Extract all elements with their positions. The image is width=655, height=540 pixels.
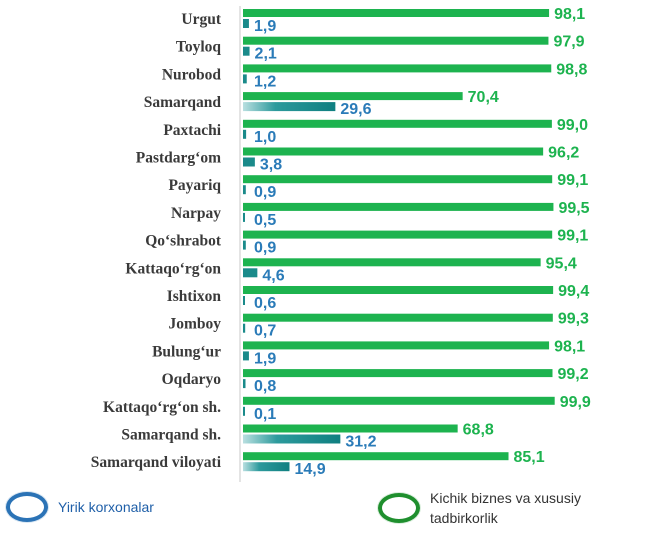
blue-ring-icon bbox=[6, 492, 48, 522]
category-label: Urgut bbox=[181, 11, 221, 28]
legend-label-yirik: Yirik korxonalar bbox=[58, 499, 154, 515]
bar-green bbox=[243, 147, 544, 156]
category-label: Payariq bbox=[168, 177, 221, 194]
legend-label-kichik-line-2: tadbirkorlik bbox=[430, 510, 498, 526]
bar-blue bbox=[243, 379, 246, 389]
category-label: Samarqand sh. bbox=[121, 427, 221, 444]
bar-blue bbox=[243, 46, 250, 56]
bar-blue bbox=[243, 129, 247, 139]
value-label-green: 99,0 bbox=[557, 117, 588, 134]
value-label-blue: 1,2 bbox=[254, 73, 276, 90]
legend-item-kichik: Kichik biznes va xususiy tadbirkorlik bbox=[378, 488, 630, 528]
value-label-green: 95,4 bbox=[546, 255, 577, 272]
value-label-green: 98,1 bbox=[554, 6, 585, 23]
bar-green bbox=[243, 64, 552, 73]
bar-blue bbox=[243, 462, 290, 472]
category-label: Qo‘shrabot bbox=[145, 233, 222, 250]
bar-blue bbox=[243, 268, 258, 278]
bar-blue bbox=[243, 212, 245, 222]
category-label: Jomboy bbox=[168, 316, 221, 333]
value-label-blue: 3,8 bbox=[260, 157, 282, 174]
category-label: Samarqand bbox=[144, 94, 222, 111]
value-label-green: 99,9 bbox=[560, 394, 591, 411]
value-label-blue: 31,2 bbox=[345, 434, 376, 451]
value-label-green: 98,8 bbox=[556, 61, 587, 78]
value-label-blue: 0,6 bbox=[254, 295, 276, 312]
value-label-blue: 2,1 bbox=[255, 46, 277, 63]
bar-green bbox=[243, 341, 550, 350]
bar-green bbox=[243, 230, 553, 239]
bar-green bbox=[243, 286, 554, 294]
bar-green bbox=[243, 258, 541, 267]
value-label-green: 85,1 bbox=[514, 449, 545, 466]
value-label-green: 70,4 bbox=[468, 89, 499, 106]
value-label-blue: 0,7 bbox=[254, 323, 276, 340]
value-label-blue: 0,1 bbox=[254, 406, 276, 423]
bar-green bbox=[243, 92, 463, 101]
legend-label-kichik: Kichik biznes va xususiy tadbirkorlik bbox=[430, 488, 630, 528]
value-label-green: 96,2 bbox=[548, 145, 579, 162]
value-label-blue: 0,8 bbox=[254, 378, 276, 395]
bar-green bbox=[243, 36, 549, 45]
bar-green bbox=[243, 369, 553, 378]
bar-blue bbox=[243, 240, 246, 250]
value-label-blue: 14,9 bbox=[294, 461, 325, 478]
legend-item-yirik: Yirik korxonalar bbox=[6, 492, 154, 522]
value-label-green: 97,9 bbox=[553, 34, 584, 51]
category-label: Ishtixon bbox=[167, 288, 222, 305]
value-label-blue: 1,9 bbox=[254, 18, 276, 35]
bar-blue bbox=[243, 296, 245, 305]
bar-green bbox=[243, 424, 458, 433]
category-label: Kattaqo‘rg‘on bbox=[125, 260, 221, 277]
value-label-green: 99,3 bbox=[558, 311, 589, 328]
bar-blue bbox=[243, 185, 246, 195]
value-label-green: 99,4 bbox=[558, 283, 589, 300]
value-label-green: 68,8 bbox=[463, 422, 494, 439]
bar-blue bbox=[243, 406, 245, 416]
category-label: Kattaqo‘rg‘on sh. bbox=[103, 399, 221, 416]
category-label: Bulung‘ur bbox=[152, 343, 221, 360]
category-label: Paxtachi bbox=[163, 122, 221, 139]
bar-green bbox=[243, 396, 555, 405]
value-label-green: 99,5 bbox=[558, 200, 589, 217]
value-label-blue: 0,9 bbox=[254, 240, 276, 257]
value-label-green: 99,1 bbox=[557, 228, 588, 245]
bar-green bbox=[243, 9, 550, 17]
category-label: Pastdarg‘om bbox=[136, 150, 221, 167]
bar-blue bbox=[243, 157, 255, 167]
bar-blue bbox=[243, 74, 247, 84]
bar-green bbox=[243, 202, 554, 211]
bar-blue bbox=[243, 323, 246, 333]
value-label-green: 99,2 bbox=[558, 366, 589, 383]
value-label-blue: 0,9 bbox=[254, 184, 276, 201]
bar-blue bbox=[243, 19, 249, 28]
bar-blue bbox=[243, 102, 336, 112]
legend-label-kichik-line-1: Kichik biznes va xususiy bbox=[430, 490, 581, 506]
value-label-blue: 1,0 bbox=[254, 129, 276, 146]
category-label: Toyloq bbox=[176, 39, 221, 56]
bar-green bbox=[243, 175, 553, 184]
category-label: Narpay bbox=[171, 205, 221, 222]
value-label-blue: 4,6 bbox=[262, 267, 284, 284]
bar-green bbox=[243, 313, 553, 322]
bar-green bbox=[243, 119, 552, 128]
value-label-blue: 1,9 bbox=[254, 350, 276, 367]
value-label-blue: 29,6 bbox=[340, 101, 371, 118]
category-label: Oqdaryo bbox=[162, 371, 222, 388]
bar-blue bbox=[243, 351, 249, 361]
value-label-green: 99,1 bbox=[557, 172, 588, 189]
green-ring-icon bbox=[378, 493, 420, 523]
bar-green bbox=[243, 452, 509, 461]
bar-blue bbox=[243, 434, 341, 444]
category-label: Nurobod bbox=[162, 66, 222, 83]
value-label-blue: 0,5 bbox=[254, 212, 276, 229]
value-label-green: 98,1 bbox=[554, 338, 585, 355]
category-label: Samarqand viloyati bbox=[91, 454, 222, 471]
